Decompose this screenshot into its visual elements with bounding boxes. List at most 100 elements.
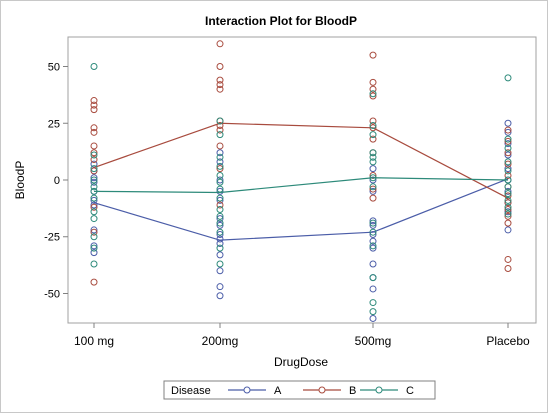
data-point [90,260,98,268]
data-point [504,212,512,220]
data-point [504,135,512,143]
data-point [90,244,98,252]
series-layer [90,40,512,322]
data-point [369,230,377,238]
data-point [369,217,377,225]
data-point [216,196,224,204]
data-point [216,292,224,300]
data-point [216,283,224,291]
data-point [90,151,98,159]
data-point [216,187,224,195]
data-point [369,308,377,316]
x-tick-label: 500mg [355,334,392,348]
data-point [504,140,512,148]
data-point [369,299,377,307]
data-point [216,267,224,275]
data-point [216,171,224,179]
data-point [369,185,377,193]
legend-label-a: A [274,385,282,397]
data-point [90,176,98,184]
data-point [216,244,224,252]
data-point [369,135,377,143]
legend-marker [243,386,251,394]
data-point [504,160,512,168]
x-axis-label: DrugDose [274,355,328,369]
data-point [504,126,512,134]
data-point [216,221,224,229]
data-point [216,40,224,48]
data-point [216,85,224,93]
data-point [216,251,224,259]
data-point [369,260,377,268]
data-point [90,183,98,191]
data-point [90,128,98,136]
data-point [504,137,512,145]
data-point [504,196,512,204]
data-point [504,158,512,166]
data-point [216,212,224,220]
y-tick-label: 0 [54,175,60,187]
data-point [216,117,224,125]
legend: Disease A B C [163,380,436,400]
data-point [216,131,224,139]
data-point [504,265,512,273]
data-point [90,233,98,241]
data-point [216,76,224,84]
data-point [504,206,512,214]
x-tick-label: 200mg [202,334,239,348]
data-point [90,226,98,234]
data-point [216,122,224,130]
data-point [504,219,512,227]
mean-line-a [93,178,509,241]
legend-marker [375,386,383,394]
data-point [90,215,98,223]
data-point [216,194,224,202]
data-point [369,176,377,184]
data-point [369,117,377,125]
data-point [504,119,512,127]
data-point [504,203,512,211]
data-point [90,178,98,186]
data-point [216,260,224,268]
data-point [504,183,512,191]
data-point [504,149,512,157]
data-point [369,78,377,86]
data-point [504,151,512,159]
data-point [216,81,224,89]
x-tick-label: Placebo [486,334,530,348]
legend-title: Disease [171,385,211,397]
data-point [504,199,512,207]
data-point [369,183,377,191]
data-point [90,97,98,105]
data-point [369,187,377,195]
data-point [504,187,512,195]
data-point [369,244,377,252]
data-point [504,171,512,179]
y-tick-label: -25 [44,232,60,244]
data-point [216,178,224,186]
y-tick-label: -50 [44,288,60,300]
data-point [369,221,377,229]
legend-label-c: C [406,385,414,397]
y-tick-label: 50 [48,62,60,74]
data-point [369,51,377,59]
data-point [90,63,98,71]
data-point [369,171,377,179]
data-point [216,158,224,166]
data-point [90,167,98,175]
data-point [90,242,98,250]
data-point [369,219,377,227]
data-point [90,149,98,157]
data-point [504,144,512,152]
data-point [90,101,98,109]
series-c [90,63,512,316]
data-point [216,142,224,150]
y-axis: -50 -25 0 25 50 [44,62,68,300]
data-point [504,128,512,136]
data-point [216,206,224,214]
data-point [90,278,98,286]
data-point [216,228,224,236]
data-point [369,153,377,161]
chart-title: Interaction Plot for BloodP [205,14,357,28]
